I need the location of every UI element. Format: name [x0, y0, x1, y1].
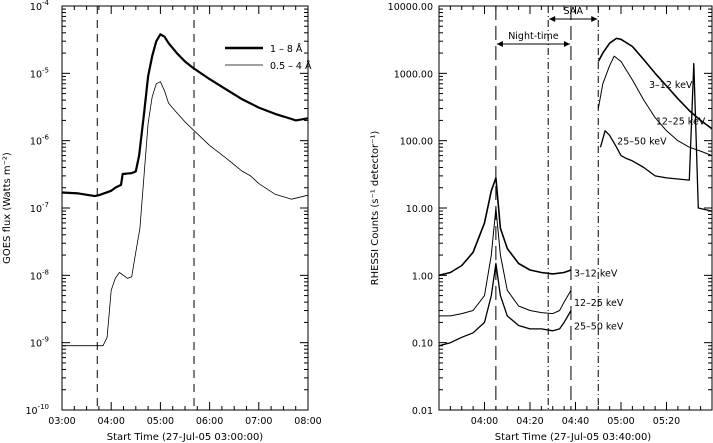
rhessi-y-tick-label: 10.00 [406, 204, 433, 215]
rhessi-y-tick-label: 0.01 [412, 406, 433, 417]
goes-flux-chart: 03:00 04:00 05:00 06:00 07:00 08:00 10-1010-9… [2, 0, 322, 443]
goes-y-tick-base: 10 [30, 271, 42, 282]
goes-series-1-8-line [61, 33, 309, 198]
goes-y-tick-label: 10-8 [30, 268, 49, 282]
goes-y-tick-label: 10-4 [30, 0, 50, 13]
goes-y-tick-base: 10 [30, 339, 42, 350]
rhessi-energy-label: 25–50 keV [574, 321, 624, 332]
rhessi-counts-chart: 04:00 04:20 04:40 05:00 05:20 0.01 0.10 1.00 10… [370, 2, 713, 443]
goes-y-tick-base: 10 [30, 69, 42, 80]
goes-y-tick-exponent: -10 [38, 403, 49, 411]
rhessi-series-12-25-line [439, 207, 572, 317]
rhessi-y-tick-label: 1000.00 [394, 69, 433, 80]
rhessi-energy-label: 12–25 keV [656, 116, 706, 127]
rhessi-x-tick-label: 05:20 [653, 416, 680, 427]
goes-y-tick-exponent: -9 [42, 336, 49, 344]
night-time-interval-arrow-right [563, 41, 570, 47]
rhessi-y-tick-label: 100.00 [400, 137, 433, 148]
saa-interval-arrow-left [549, 16, 556, 22]
legend-label-0p5-4: 0.5 – 4 Å [270, 60, 312, 72]
rhessi-series-3-12-line [597, 37, 713, 130]
goes-x-tick-label: 08:00 [294, 416, 321, 427]
rhessi-energy-label: 3–12 keV [574, 269, 618, 280]
goes-y-tick-base: 10 [30, 137, 42, 148]
goes-y-tick-base: 10 [25, 406, 37, 417]
goes-y-tick-base: 10 [30, 204, 42, 215]
saa-interval-label: SAA [563, 6, 583, 17]
goes-series-0p5-4-line [62, 81, 309, 347]
goes-y-tick-base: 10 [30, 2, 42, 13]
goes-x-axis-title: Start Time (27-Jul-05 03:00:00) [107, 432, 264, 443]
goes-x-tick-label: 03:00 [48, 416, 75, 427]
goes-y-tick-label: 10-6 [30, 134, 50, 148]
goes-y-tick-exponent: -8 [42, 268, 49, 276]
legend-label-1-8: 1 – 8 Å [270, 43, 303, 55]
night-time-interval-label: Night-time [508, 31, 559, 42]
goes-y-tick-label: 10-5 [30, 66, 49, 80]
rhessi-y-tick-label: 0.10 [412, 339, 433, 350]
goes-y-tick-label: 10-10 [25, 403, 49, 417]
rhessi-series-25-50-line [438, 262, 572, 347]
rhessi-x-axis-title: Start Time (27-Jul-05 03:40:00) [495, 432, 652, 443]
rhessi-energy-label: 3–12 keV [649, 80, 693, 91]
saa-interval-arrow-right [591, 16, 598, 22]
rhessi-x-tick-label: 04:40 [562, 416, 589, 427]
rhessi-y-tick-label: 10000.00 [388, 2, 433, 13]
goes-y-axis-title: GOES flux (Watts m⁻²) [2, 152, 13, 264]
goes-x-tick-label: 04:00 [98, 416, 125, 427]
rhessi-energy-label: 12–25 keV [574, 298, 624, 309]
goes-x-tick-label: 05:00 [147, 416, 174, 427]
rhessi-y-tick-label: 1.00 [412, 271, 433, 282]
goes-legend: 1 – 8 Å 0.5 – 4 Å [225, 43, 312, 72]
goes-y-tick-exponent: -5 [42, 66, 49, 74]
goes-y-tick-exponent: -6 [42, 134, 50, 142]
rhessi-y-axis-title: RHESSI Counts (s⁻¹ detector⁻¹) [370, 131, 381, 286]
rhessi-series-12-25-line [597, 55, 713, 157]
goes-x-tick-label: 06:00 [196, 416, 223, 427]
goes-y-tick-label: 10-9 [30, 336, 49, 350]
goes-y-tick-exponent: -7 [42, 201, 49, 209]
rhessi-series-3-12-line [438, 177, 572, 277]
rhessi-series-25-50-line [599, 62, 713, 212]
rhessi-energy-label: 25–50 keV [617, 137, 667, 148]
rhessi-x-tick-label: 04:00 [471, 416, 498, 427]
goes-y-tick-label: 10-7 [30, 201, 49, 215]
night-time-interval-arrow-left [496, 41, 503, 47]
goes-y-tick-exponent: -4 [42, 0, 50, 7]
rhessi-x-tick-label: 05:00 [607, 416, 634, 427]
goes-x-tick-label: 07:00 [245, 416, 272, 427]
rhessi-x-tick-label: 04:20 [516, 416, 543, 427]
